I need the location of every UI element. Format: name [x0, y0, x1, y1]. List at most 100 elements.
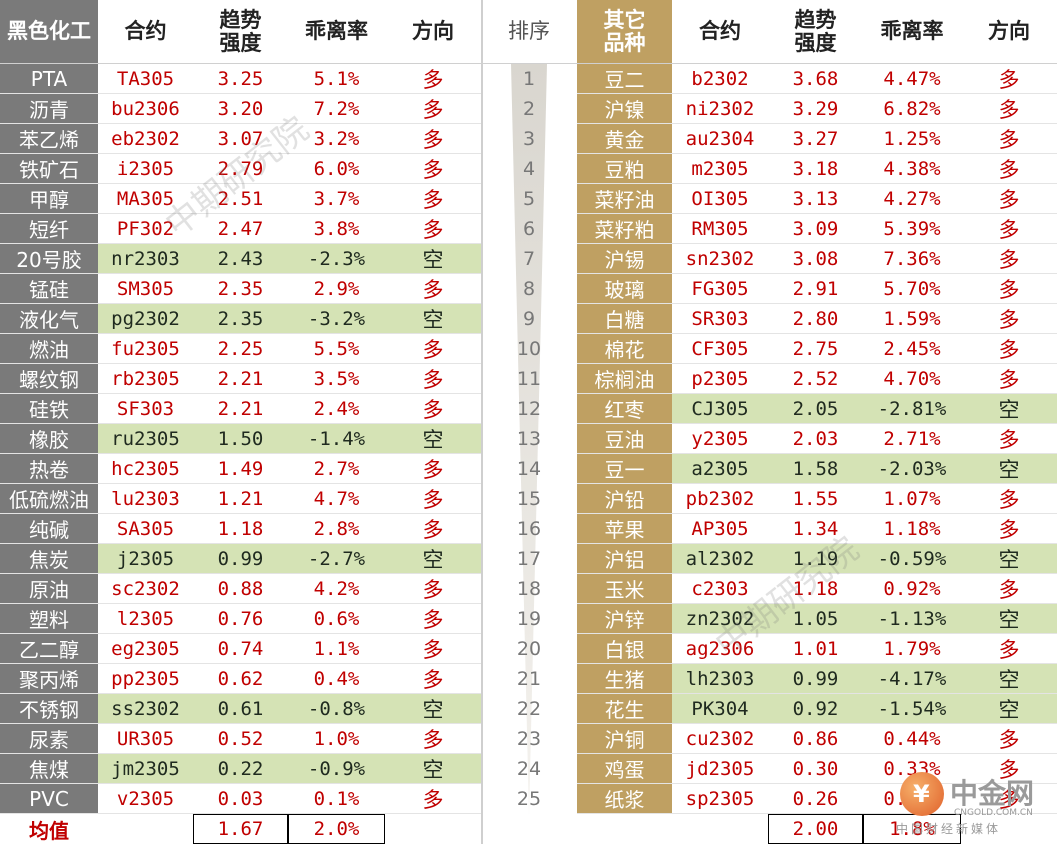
- right-header-row: 其它 品种 合约 趋势 强度 乖离率 方向: [577, 0, 1057, 64]
- rank-number: 2: [522, 98, 536, 120]
- table-row: 纯碱 SA305 1.18 2.8% 多: [0, 514, 481, 544]
- rank-number: 19: [516, 608, 542, 630]
- left-summary-row: 均值 1.67 2.0%: [0, 814, 481, 844]
- direction-value: 空: [385, 544, 481, 573]
- trend-strength: 1.49: [217, 457, 264, 480]
- rank-number: 12: [516, 398, 542, 420]
- trend-strength: 1.50: [193, 424, 288, 453]
- table-row: 液化气 pg2302 2.35 -3.2% 空: [0, 304, 481, 334]
- table-row: 燃油 fu2305 2.25 5.5% 多: [0, 334, 481, 364]
- direction-value: 多: [998, 337, 1020, 362]
- trend-strength: 2.05: [768, 394, 863, 423]
- commodity-name: 低硫燃油: [0, 484, 98, 513]
- table-row: 硅铁 SF303 2.21 2.4% 多: [0, 394, 481, 424]
- table-row: 甲醇 MA305 2.51 3.7% 多: [0, 184, 481, 214]
- direction-value: 空: [961, 604, 1057, 633]
- direction-value: 多: [998, 517, 1020, 542]
- left-rows: PTA TA305 3.25 5.1% 多沥青 bu2306 3.20 7.2% 多苯乙烯 eb2…: [0, 64, 481, 814]
- table-row: 玻璃 FG305 2.91 5.70% 多: [577, 274, 1057, 304]
- trend-strength: 1.58: [768, 454, 863, 483]
- trend-strength: 3.68: [792, 67, 839, 90]
- commodity-name: 沥青: [0, 94, 98, 123]
- direction-value: 多: [422, 577, 444, 602]
- rank-number: 11: [516, 368, 542, 390]
- direction-value: 多: [998, 67, 1020, 92]
- direction-value: 空: [385, 244, 481, 273]
- trend-strength: 0.52: [217, 727, 264, 750]
- direction-value: 多: [998, 727, 1020, 752]
- rank-number: 23: [516, 728, 542, 750]
- header-deviation: 乖离率: [305, 19, 368, 44]
- commodity-name: 棕榈油: [577, 364, 672, 393]
- trend-strength: 0.76: [217, 607, 264, 630]
- contract-code: jd2305: [685, 757, 755, 780]
- panel-divider: [481, 0, 483, 844]
- trend-strength: 2.80: [792, 307, 839, 330]
- table-row: 焦炭 j2305 0.99 -2.7% 空: [0, 544, 481, 574]
- contract-code: AP305: [691, 517, 749, 540]
- rank-number: 17: [516, 548, 542, 570]
- contract-code: eb2302: [111, 127, 180, 150]
- trend-strength: 0.22: [193, 754, 288, 783]
- direction-value: 空: [961, 394, 1057, 423]
- rank-header-row: 排序: [481, 0, 577, 64]
- contract-code: nr2303: [98, 244, 193, 273]
- rank-number: 1: [522, 68, 536, 90]
- trend-strength: 3.09: [792, 217, 839, 240]
- trend-strength: 1.18: [217, 517, 264, 540]
- deviation-rate: 7.2%: [313, 97, 360, 120]
- deviation-rate: 1.25%: [883, 127, 941, 150]
- deviation-rate: 0.4%: [313, 667, 360, 690]
- cngold-logo-icon: ¥: [900, 772, 944, 816]
- commodity-name: 白糖: [577, 304, 672, 333]
- direction-value: 多: [422, 97, 444, 122]
- commodity-name: PVC: [0, 784, 98, 813]
- deviation-rate: 3.2%: [313, 127, 360, 150]
- table-row: 菜籽粕 RM305 3.09 5.39% 多: [577, 214, 1057, 244]
- deviation-rate: 2.8%: [313, 517, 360, 540]
- contract-code: MA305: [116, 187, 175, 210]
- table-row: 乙二醇 eg2305 0.74 1.1% 多: [0, 634, 481, 664]
- table-row: PVC v2305 0.03 0.1% 多: [0, 784, 481, 814]
- rank-number: 21: [516, 668, 542, 690]
- table-row: 沪铅 pb2302 1.55 1.07% 多: [577, 484, 1057, 514]
- table-row: 螺纹钢 rb2305 2.21 3.5% 多: [0, 364, 481, 394]
- contract-code: eg2305: [111, 637, 180, 660]
- contract-code: SF303: [116, 397, 175, 420]
- trend-strength: 1.55: [792, 487, 839, 510]
- direction-value: 空: [385, 304, 481, 333]
- trend-strength: 3.18: [792, 157, 839, 180]
- deviation-rate: 0.6%: [313, 607, 360, 630]
- direction-value: 空: [385, 424, 481, 453]
- commodity-name: 豆一: [577, 454, 672, 483]
- rank-number: 3: [522, 128, 536, 150]
- deviation-rate: 5.1%: [313, 67, 360, 90]
- summary-empty-contract-2: [672, 814, 768, 844]
- trend-strength: 2.91: [792, 277, 839, 300]
- right-avg-strength: 2.00: [768, 814, 863, 844]
- direction-value: 多: [422, 127, 444, 152]
- trend-strength: 0.74: [217, 637, 264, 660]
- direction-value: 多: [422, 337, 444, 362]
- table-row: 苯乙烯 eb2302 3.07 3.2% 多: [0, 124, 481, 154]
- trend-strength: 2.35: [217, 277, 264, 300]
- direction-value: 空: [961, 694, 1057, 723]
- table-row: 沪锌 zn2302 1.05 -1.13% 空: [577, 604, 1057, 634]
- header-contract: 合约: [124, 19, 167, 44]
- contract-code: sp2305: [685, 787, 755, 810]
- table-row: 生猪 lh2303 0.99 -4.17% 空: [577, 664, 1057, 694]
- direction-value: 多: [998, 577, 1020, 602]
- deviation-rate: 2.4%: [313, 397, 360, 420]
- deviation-rate: 4.27%: [883, 187, 941, 210]
- rank-number: 25: [516, 788, 542, 810]
- deviation-rate: 4.38%: [883, 157, 941, 180]
- header-deviation-2: 乖离率: [880, 19, 944, 44]
- trend-strength: 2.79: [217, 157, 264, 180]
- rank-wedge-shape: [511, 64, 547, 815]
- commodity-name: 锰硅: [0, 274, 98, 303]
- contract-code: bu2306: [111, 97, 180, 120]
- table-row: 沪铝 al2302 1.19 -0.59% 空: [577, 544, 1057, 574]
- trend-strength: 2.21: [217, 367, 264, 390]
- direction-value: 多: [998, 127, 1020, 152]
- deviation-rate: 2.7%: [313, 457, 360, 480]
